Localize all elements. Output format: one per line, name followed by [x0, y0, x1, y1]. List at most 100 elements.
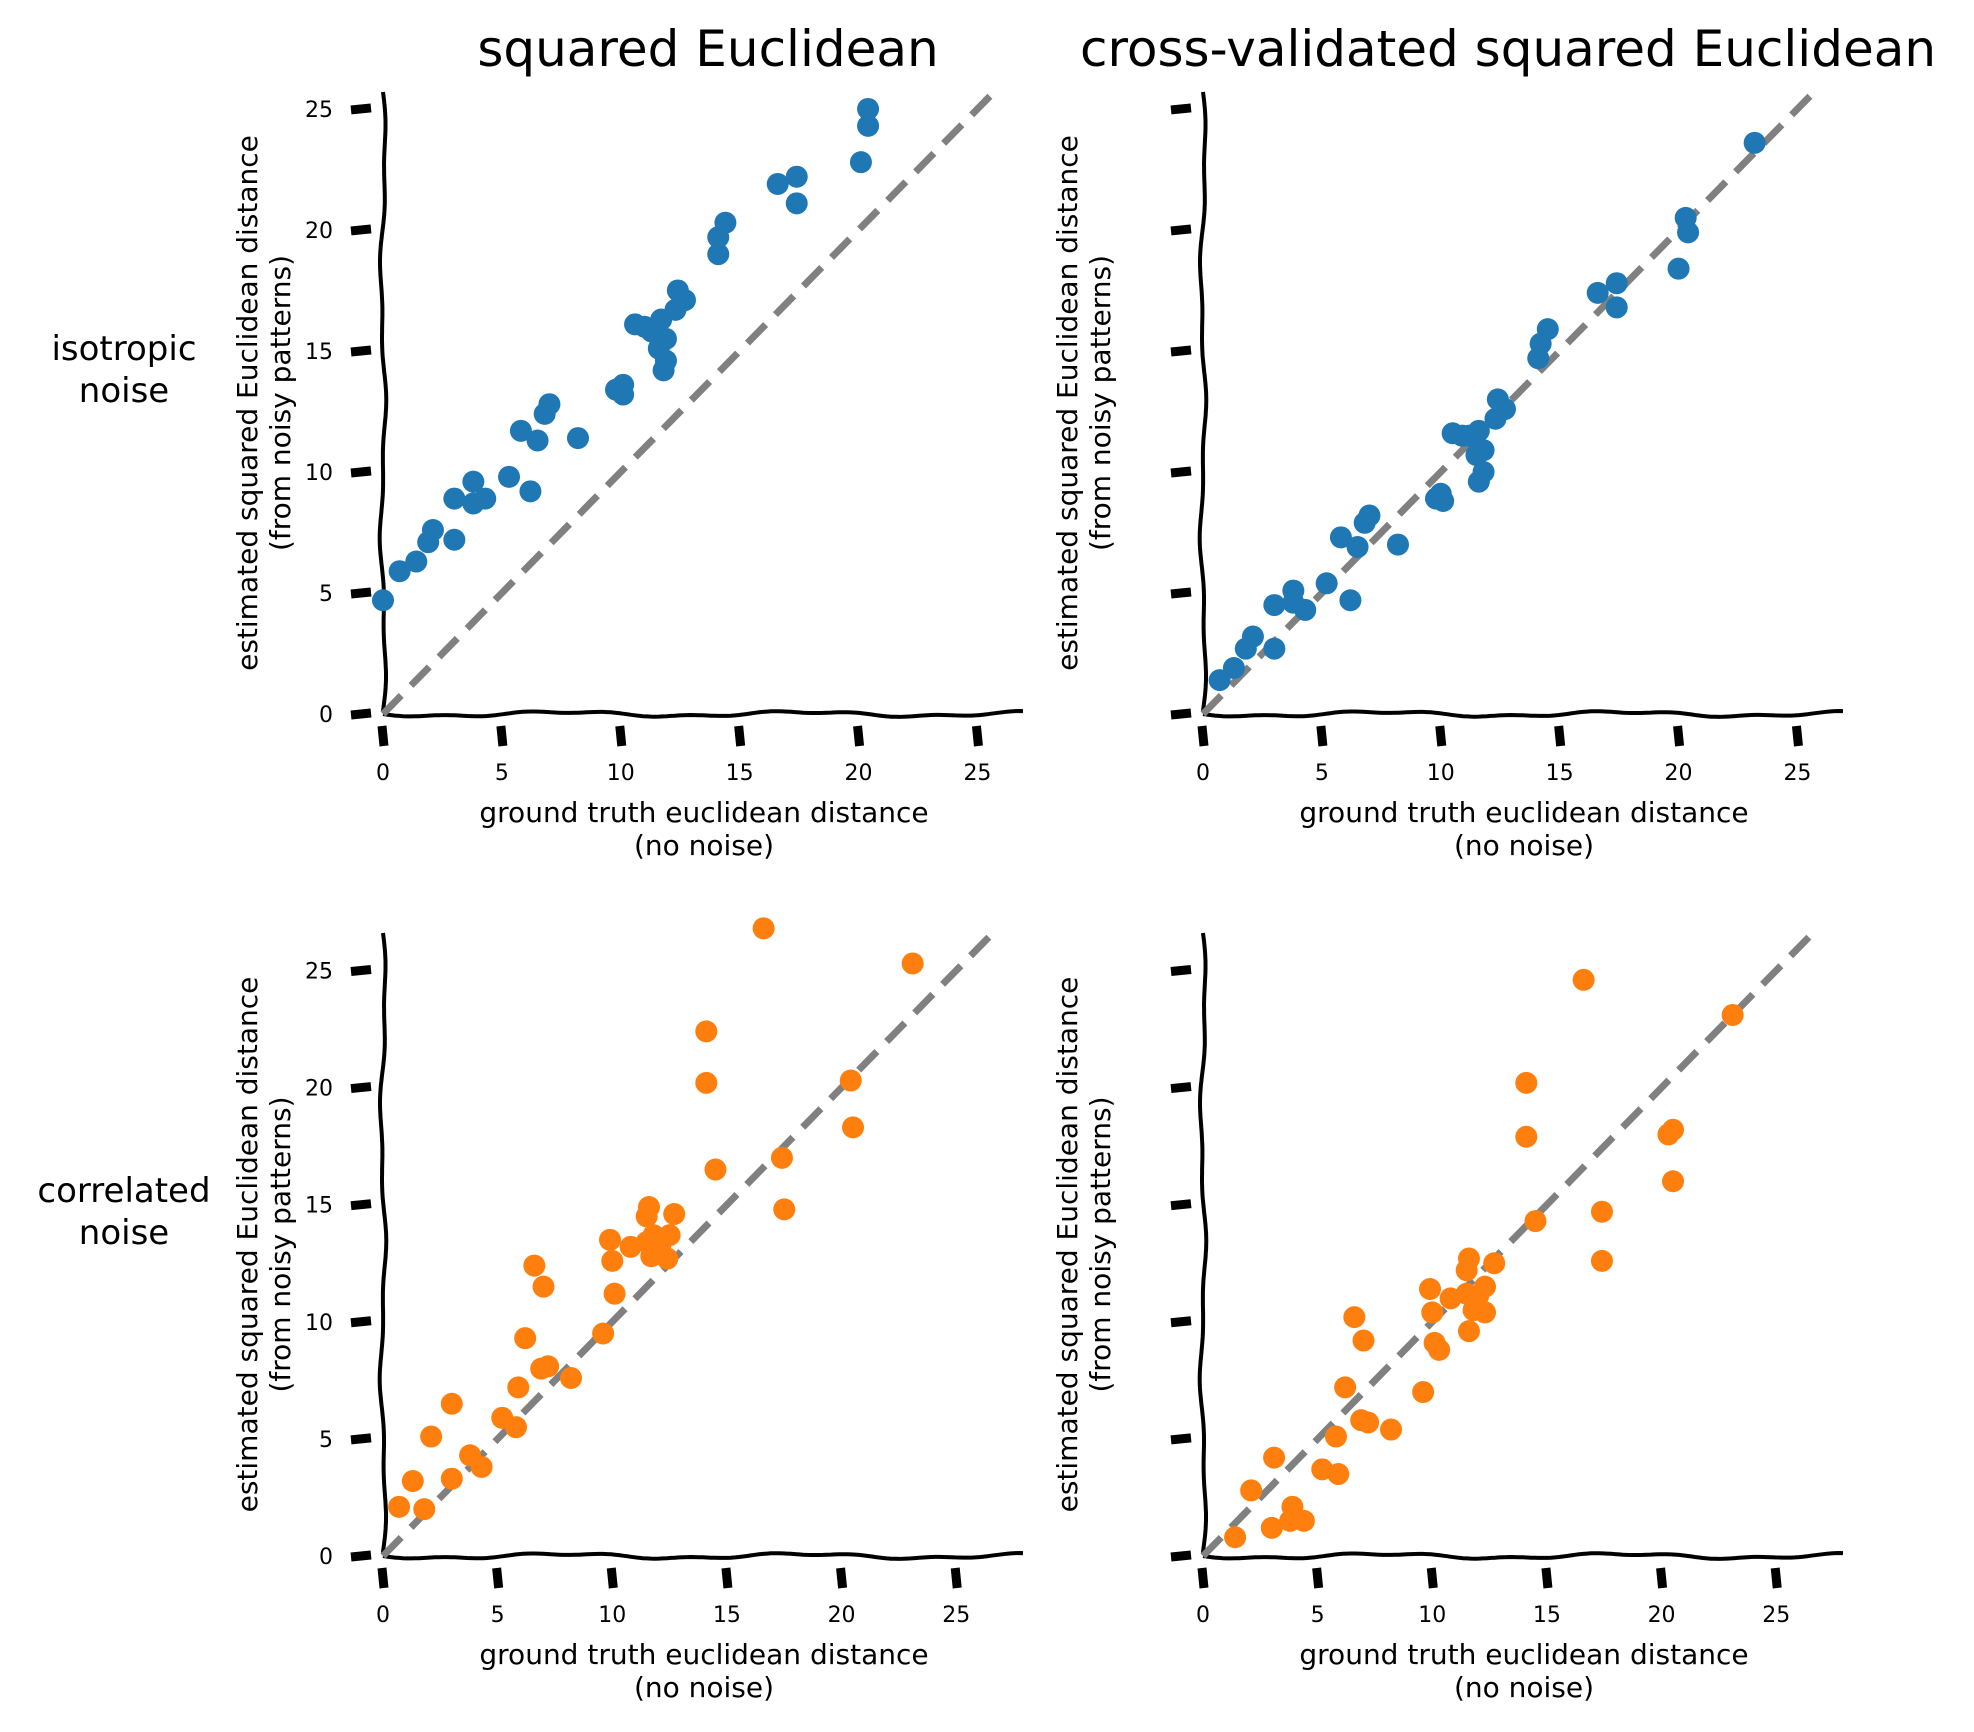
- data-point: [785, 192, 808, 215]
- x-tick: [1197, 725, 1209, 747]
- data-point: [440, 1392, 463, 1415]
- data-point: [658, 1224, 681, 1247]
- data-point: [372, 589, 394, 612]
- y-axis-label: (from noisy patterns): [1084, 1096, 1117, 1392]
- x-tick: [615, 725, 627, 747]
- data-point: [1224, 1526, 1247, 1549]
- x-tick-label: 20: [828, 1603, 856, 1628]
- x-tick: [971, 725, 983, 747]
- y-tick-label: 20: [305, 1077, 333, 1102]
- data-point: [1515, 1125, 1538, 1148]
- x-axis-label: ground truth euclidean distance: [1299, 796, 1748, 829]
- data-point: [1339, 589, 1362, 612]
- identity-line: [380, 930, 996, 1559]
- x-tick: [734, 725, 746, 747]
- y-tick-label: 25: [305, 959, 333, 984]
- data-point: [707, 243, 730, 266]
- data-point: [598, 1228, 621, 1251]
- data-point: [1474, 1301, 1497, 1324]
- y-axis-label: estimated squared Euclidean distance: [231, 135, 264, 671]
- data-point: [566, 427, 589, 450]
- data-point: [1605, 272, 1628, 295]
- x-tick-label: 0: [376, 1603, 390, 1628]
- data-point: [673, 289, 696, 312]
- data-point: [1352, 1329, 1375, 1352]
- data-point: [1428, 1338, 1451, 1361]
- data-point: [507, 1376, 530, 1399]
- y-tick: [350, 103, 372, 115]
- data-point: [839, 1069, 862, 1092]
- x-axis-label: (no noise): [634, 1671, 774, 1704]
- y-tick: [1170, 1433, 1192, 1445]
- data-point: [504, 1416, 527, 1439]
- y-tick: [350, 224, 372, 236]
- data-point: [1457, 1320, 1480, 1343]
- y-tick: [1170, 1550, 1192, 1562]
- data-point: [857, 97, 880, 120]
- y-tick: [1170, 345, 1192, 357]
- y-tick: [350, 1082, 372, 1094]
- data-point: [462, 470, 485, 493]
- x-tick-label: 0: [1196, 761, 1210, 786]
- data-point: [1474, 1275, 1497, 1298]
- data-point: [1222, 657, 1245, 680]
- data-point: [714, 211, 737, 234]
- data-point: [1590, 1200, 1613, 1223]
- data-point: [388, 560, 411, 583]
- y-axis-label: estimated squared Euclidean distance: [1051, 977, 1084, 1513]
- y-axis-label: (from noisy patterns): [264, 255, 297, 551]
- data-point: [1315, 572, 1338, 595]
- x-tick-label: 15: [726, 761, 754, 786]
- y-tick-label: 15: [305, 340, 333, 365]
- x-axis-spine: [382, 708, 1024, 719]
- x-tick-label: 5: [1311, 1603, 1325, 1628]
- data-point: [849, 151, 872, 174]
- x-axis-spine: [382, 1550, 1024, 1561]
- data-point: [1667, 257, 1690, 280]
- data-point: [388, 1495, 411, 1518]
- data-point: [526, 429, 549, 452]
- data-point: [1263, 637, 1286, 660]
- x-tick: [1770, 1567, 1782, 1589]
- y-tick: [350, 1550, 372, 1562]
- x-tick: [1791, 725, 1803, 747]
- data-point: [901, 952, 924, 975]
- y-tick: [350, 964, 372, 976]
- data-point: [509, 419, 532, 442]
- y-axis-label: (from noisy patterns): [1084, 255, 1117, 551]
- data-point: [773, 1198, 796, 1221]
- x-tick-label: 10: [1418, 1603, 1446, 1628]
- data-point: [695, 1071, 718, 1094]
- data-point: [1467, 419, 1490, 442]
- y-tick: [350, 587, 372, 599]
- data-point: [857, 114, 880, 137]
- y-axis-label: estimated squared Euclidean distance: [231, 977, 264, 1513]
- y-tick: [1170, 466, 1192, 478]
- data-point: [401, 1470, 424, 1493]
- x-tick: [1426, 1567, 1438, 1589]
- x-tick-label: 5: [1315, 761, 1329, 786]
- data-point: [1260, 1516, 1283, 1539]
- data-point: [1493, 398, 1516, 421]
- row-label-correlated-line1: correlated: [37, 1171, 210, 1211]
- data-point: [1743, 131, 1766, 154]
- data-point: [474, 487, 497, 510]
- data-point: [1412, 1381, 1435, 1404]
- data-point: [1282, 579, 1305, 602]
- x-tick: [377, 725, 389, 747]
- panel-correlated-squared: 0 5 10 15 20 25 0 5 10 15 20 25 ground truth euclide…: [231, 917, 1024, 1704]
- x-axis-label: (no noise): [634, 829, 774, 862]
- data-point: [656, 1247, 679, 1270]
- y-tick: [1170, 1082, 1192, 1094]
- y-tick: [1170, 587, 1192, 599]
- x-tick: [1541, 1567, 1553, 1589]
- data-point: [1662, 1170, 1685, 1193]
- y-tick-label: 15: [305, 1194, 333, 1219]
- y-axis-spine: [1197, 91, 1209, 713]
- identity-line: [380, 89, 997, 717]
- data-point: [514, 1327, 537, 1350]
- y-tick-label: 5: [319, 1428, 333, 1453]
- x-tick-label: 15: [1546, 761, 1574, 786]
- x-axis-spine: [1202, 708, 1844, 719]
- data-point: [1472, 439, 1495, 462]
